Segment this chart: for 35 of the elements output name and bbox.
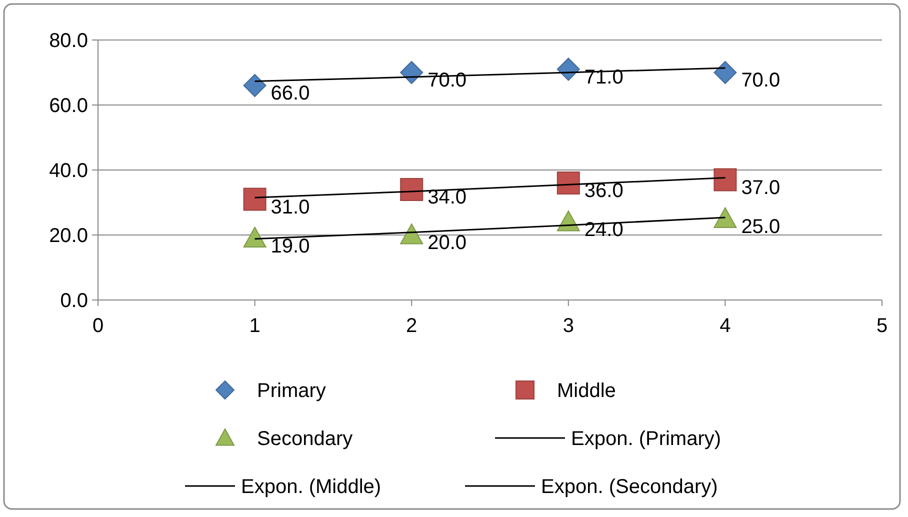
x-tick-label: 3 bbox=[562, 315, 574, 337]
y-tick-label: 80.0 bbox=[49, 30, 88, 52]
x-tick-label: 2 bbox=[406, 315, 418, 337]
point bbox=[714, 168, 737, 192]
point bbox=[243, 226, 266, 248]
point bbox=[243, 74, 266, 97]
data-label: 25.0 bbox=[741, 216, 780, 238]
y-tick-label: 0.0 bbox=[60, 290, 88, 312]
data-label: 66.0 bbox=[270, 82, 310, 104]
point bbox=[714, 207, 737, 228]
legend-label: Expon. (Middle) bbox=[241, 476, 382, 498]
data-label: 36.0 bbox=[584, 180, 624, 202]
legend-label: Expon. (Secondary) bbox=[541, 476, 718, 498]
x-tick-label: 0 bbox=[92, 315, 104, 337]
point bbox=[714, 61, 737, 84]
data-label: 31.0 bbox=[270, 196, 310, 218]
data-label: 37.0 bbox=[741, 176, 780, 199]
y-tick-label: 40.0 bbox=[49, 160, 88, 182]
legend-label: Middle bbox=[557, 380, 616, 402]
x-tick-label: 1 bbox=[249, 315, 260, 337]
y-tick-label: 20.0 bbox=[49, 225, 88, 247]
data-label: 20.0 bbox=[428, 232, 467, 254]
data-label: 70.0 bbox=[741, 70, 780, 92]
point bbox=[243, 188, 266, 211]
x-tick-label: 4 bbox=[720, 315, 731, 337]
legend-label: Primary bbox=[257, 380, 326, 402]
y-tick-label: 60.0 bbox=[49, 95, 88, 117]
data-label: 19.0 bbox=[270, 235, 310, 258]
point bbox=[556, 172, 580, 194]
legend-label: Secondary bbox=[257, 428, 353, 450]
point bbox=[400, 224, 424, 244]
legend-label: Expon. (Primary) bbox=[571, 428, 722, 450]
point bbox=[400, 178, 424, 201]
point bbox=[400, 61, 424, 84]
x-tick-label: 5 bbox=[876, 315, 888, 337]
